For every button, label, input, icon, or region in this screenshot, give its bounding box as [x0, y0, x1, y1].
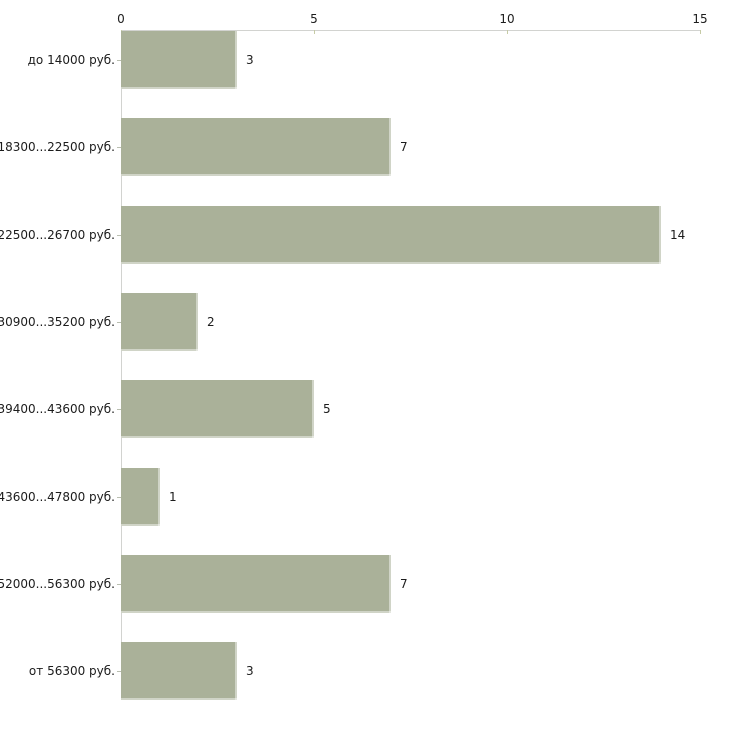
category-label: от 56300 руб. [28, 664, 115, 679]
bar-row: 7 [121, 554, 700, 613]
category-tick [117, 147, 121, 149]
x-tick-mark [507, 30, 508, 34]
value-label: 2 [207, 314, 215, 329]
bar [121, 380, 314, 439]
value-label: 3 [246, 664, 254, 679]
category-label: до 14000 руб. [27, 53, 115, 67]
category-tick [117, 234, 121, 236]
x-tick-label: 10 [499, 12, 515, 26]
x-tick-label: 5 [310, 12, 318, 26]
bar-row: 5 [121, 380, 700, 439]
bar-row: 7 [121, 118, 700, 177]
y-axis-line [121, 30, 122, 700]
category-tick [117, 496, 121, 498]
bar [121, 554, 391, 613]
bar-row: 2 [121, 292, 700, 351]
category-label: 39400...43600 руб. [0, 402, 115, 417]
bar [121, 642, 237, 701]
category-tick [117, 671, 121, 673]
bar [121, 118, 391, 177]
category-tick [117, 60, 121, 61]
bar-row: 3 [121, 642, 700, 701]
bar-row: 14 [121, 205, 700, 264]
bar [121, 467, 160, 526]
category-label: 43600...47800 руб. [0, 489, 115, 504]
x-axis-line [121, 30, 700, 31]
bar [121, 292, 198, 351]
bar [121, 205, 661, 264]
value-label: 7 [400, 576, 408, 591]
bar-row: 1 [121, 467, 700, 526]
x-tick-label: 15 [692, 12, 708, 26]
category-tick [117, 583, 121, 585]
bar [121, 31, 237, 89]
bar-row: 3 [121, 31, 700, 89]
value-label: 5 [323, 402, 331, 417]
x-tick-mark [314, 30, 315, 34]
category-label: 52000...56300 руб. [0, 576, 115, 591]
value-label: 7 [400, 140, 408, 155]
value-label: 3 [246, 53, 254, 67]
x-tick-label: 0 [117, 12, 125, 26]
category-label: 18300...22500 руб. [0, 140, 115, 155]
value-label: 1 [169, 489, 177, 504]
category-tick [117, 321, 121, 323]
value-label: 14 [670, 227, 686, 242]
category-label: 22500...26700 руб. [0, 227, 115, 242]
category-tick [117, 409, 121, 411]
plot-area: 3 7 14 2 5 1 7 3 [121, 30, 700, 701]
category-label: 30900...35200 руб. [0, 314, 115, 329]
x-tick-mark [700, 30, 701, 34]
